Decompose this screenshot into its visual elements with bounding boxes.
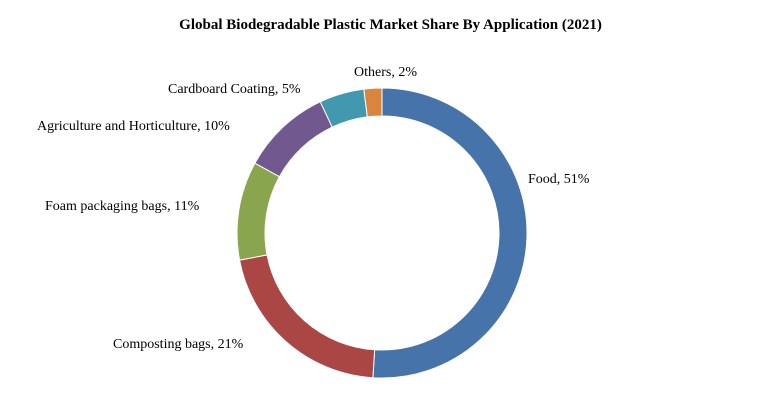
slice-composting-bags <box>238 254 376 379</box>
slice-label-composting-bags: Composting bags, 21% <box>113 337 244 352</box>
slice-label-cardboard-coating: Cardboard Coating, 5% <box>168 82 301 97</box>
chart-title: Global Biodegradable Plastic Market Shar… <box>179 17 602 33</box>
slice-food <box>372 87 528 379</box>
slice-label-others: Others, 2% <box>354 65 417 80</box>
slice-label-food: Food, 51% <box>528 172 590 187</box>
slice-foam-packaging-bags <box>236 162 281 261</box>
slice-label-agriculture-and-horticulture: Agriculture and Horticulture, 10% <box>37 119 230 134</box>
slice-label-foam-packaging-bags: Foam packaging bags, 11% <box>45 199 200 214</box>
slice-agriculture-and-horticulture <box>254 101 333 178</box>
slice-others <box>363 87 383 118</box>
